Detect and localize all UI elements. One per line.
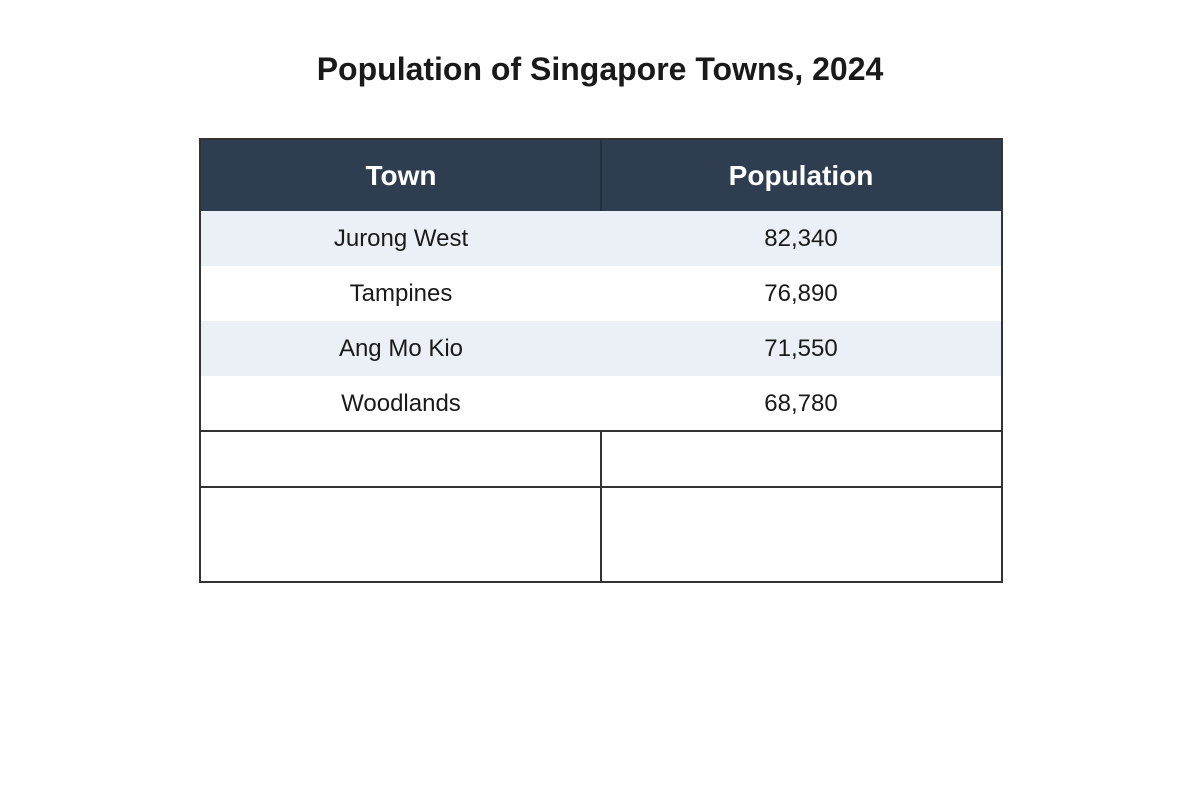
- table-row: Ang Mo Kio 71,550: [201, 321, 1001, 376]
- cell-population: 76,890: [764, 280, 838, 307]
- empty-column-divider: [600, 432, 602, 581]
- empty-row-divider: [201, 486, 1001, 488]
- empty-rows: [201, 430, 1001, 581]
- cell-town: Woodlands: [341, 390, 461, 417]
- population-table: Town Population Jurong West 82,340 Tampi…: [199, 138, 1003, 583]
- chart-title: Population of Singapore Towns, 2024: [316, 51, 884, 87]
- header-divider: [600, 140, 602, 211]
- table-row: Woodlands 68,780: [201, 376, 1001, 431]
- cell-town: Jurong West: [333, 225, 469, 252]
- cell-population: 68,780: [764, 390, 838, 417]
- header-population: Population: [728, 160, 874, 191]
- header-town: Town: [365, 160, 437, 191]
- table-row: Jurong West 82,340: [201, 211, 1001, 266]
- cell-town: Ang Mo Kio: [338, 335, 464, 362]
- cell-town: Tampines: [349, 280, 453, 307]
- table-row: Tampines 76,890: [201, 266, 1001, 321]
- cell-population: 82,340: [764, 225, 838, 252]
- table-header: Town Population: [201, 140, 1001, 211]
- cell-population: 71,550: [764, 335, 838, 362]
